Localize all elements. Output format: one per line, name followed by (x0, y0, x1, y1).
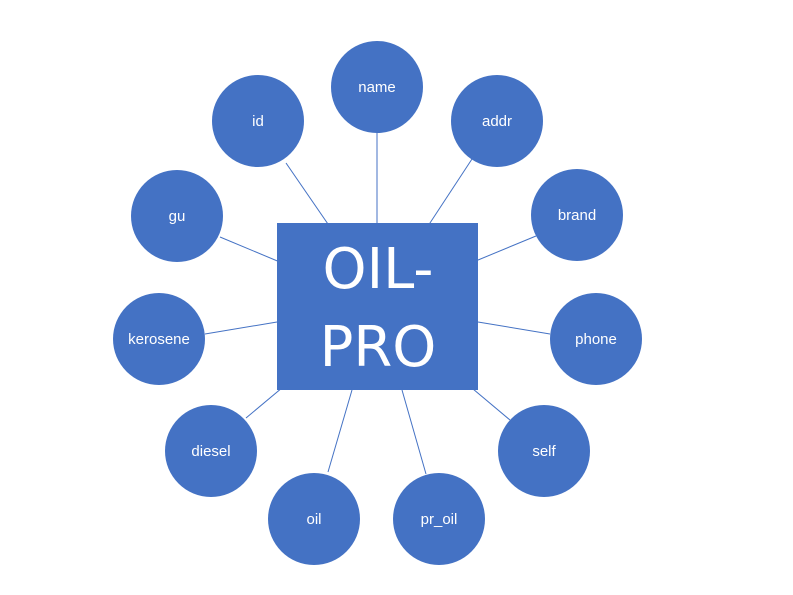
center-title-line2: PRO (320, 315, 437, 380)
node-oil-label: oil (306, 511, 321, 528)
edge-oil (327, 389, 353, 473)
node-oil-circle (268, 473, 360, 565)
node-gu: gu (131, 170, 223, 262)
node-pr-oil-label: pr_oil (421, 511, 458, 528)
node-brand-circle (531, 169, 623, 261)
node-diesel: diesel (165, 405, 257, 497)
node-addr-circle (451, 75, 543, 167)
edge-pr-oil (401, 389, 427, 475)
node-pr-oil: pr_oil (393, 473, 485, 565)
edge-id (285, 162, 331, 228)
node-self: self (498, 405, 590, 497)
node-pr-oil-circle (393, 473, 485, 565)
node-id-circle (212, 75, 304, 167)
edge-gu (219, 236, 288, 266)
edge-kerosene (204, 321, 278, 335)
node-name-label: name (358, 79, 396, 96)
node-diesel-circle (165, 405, 257, 497)
node-diesel-label: diesel (191, 443, 230, 460)
node-phone-circle (550, 293, 642, 385)
node-addr-label: addr (482, 113, 512, 130)
center-entity: OIL- PRO (277, 223, 478, 390)
node-phone-label: phone (575, 331, 617, 348)
node-kerosene-label: kerosene (128, 331, 190, 348)
attribute-nodes: name addr brand phone self pr_oil oil d (113, 41, 642, 565)
edge-phone (477, 321, 551, 335)
node-id-label: id (252, 113, 264, 130)
node-brand-label: brand (558, 207, 596, 224)
node-kerosene-circle (113, 293, 205, 385)
node-addr: addr (451, 75, 543, 167)
node-gu-circle (131, 170, 223, 262)
node-phone: phone (550, 293, 642, 385)
node-name-circle (331, 41, 423, 133)
node-gu-label: gu (169, 208, 186, 225)
node-self-circle (498, 405, 590, 497)
center-title-line1: OIL- (322, 237, 433, 302)
node-kerosene: kerosene (113, 293, 205, 385)
node-oil: oil (268, 473, 360, 565)
center-box (277, 223, 478, 390)
node-brand: brand (531, 169, 623, 261)
node-self-label: self (532, 443, 556, 460)
node-id: id (212, 75, 304, 167)
node-name: name (331, 41, 423, 133)
edge-addr (427, 158, 473, 227)
